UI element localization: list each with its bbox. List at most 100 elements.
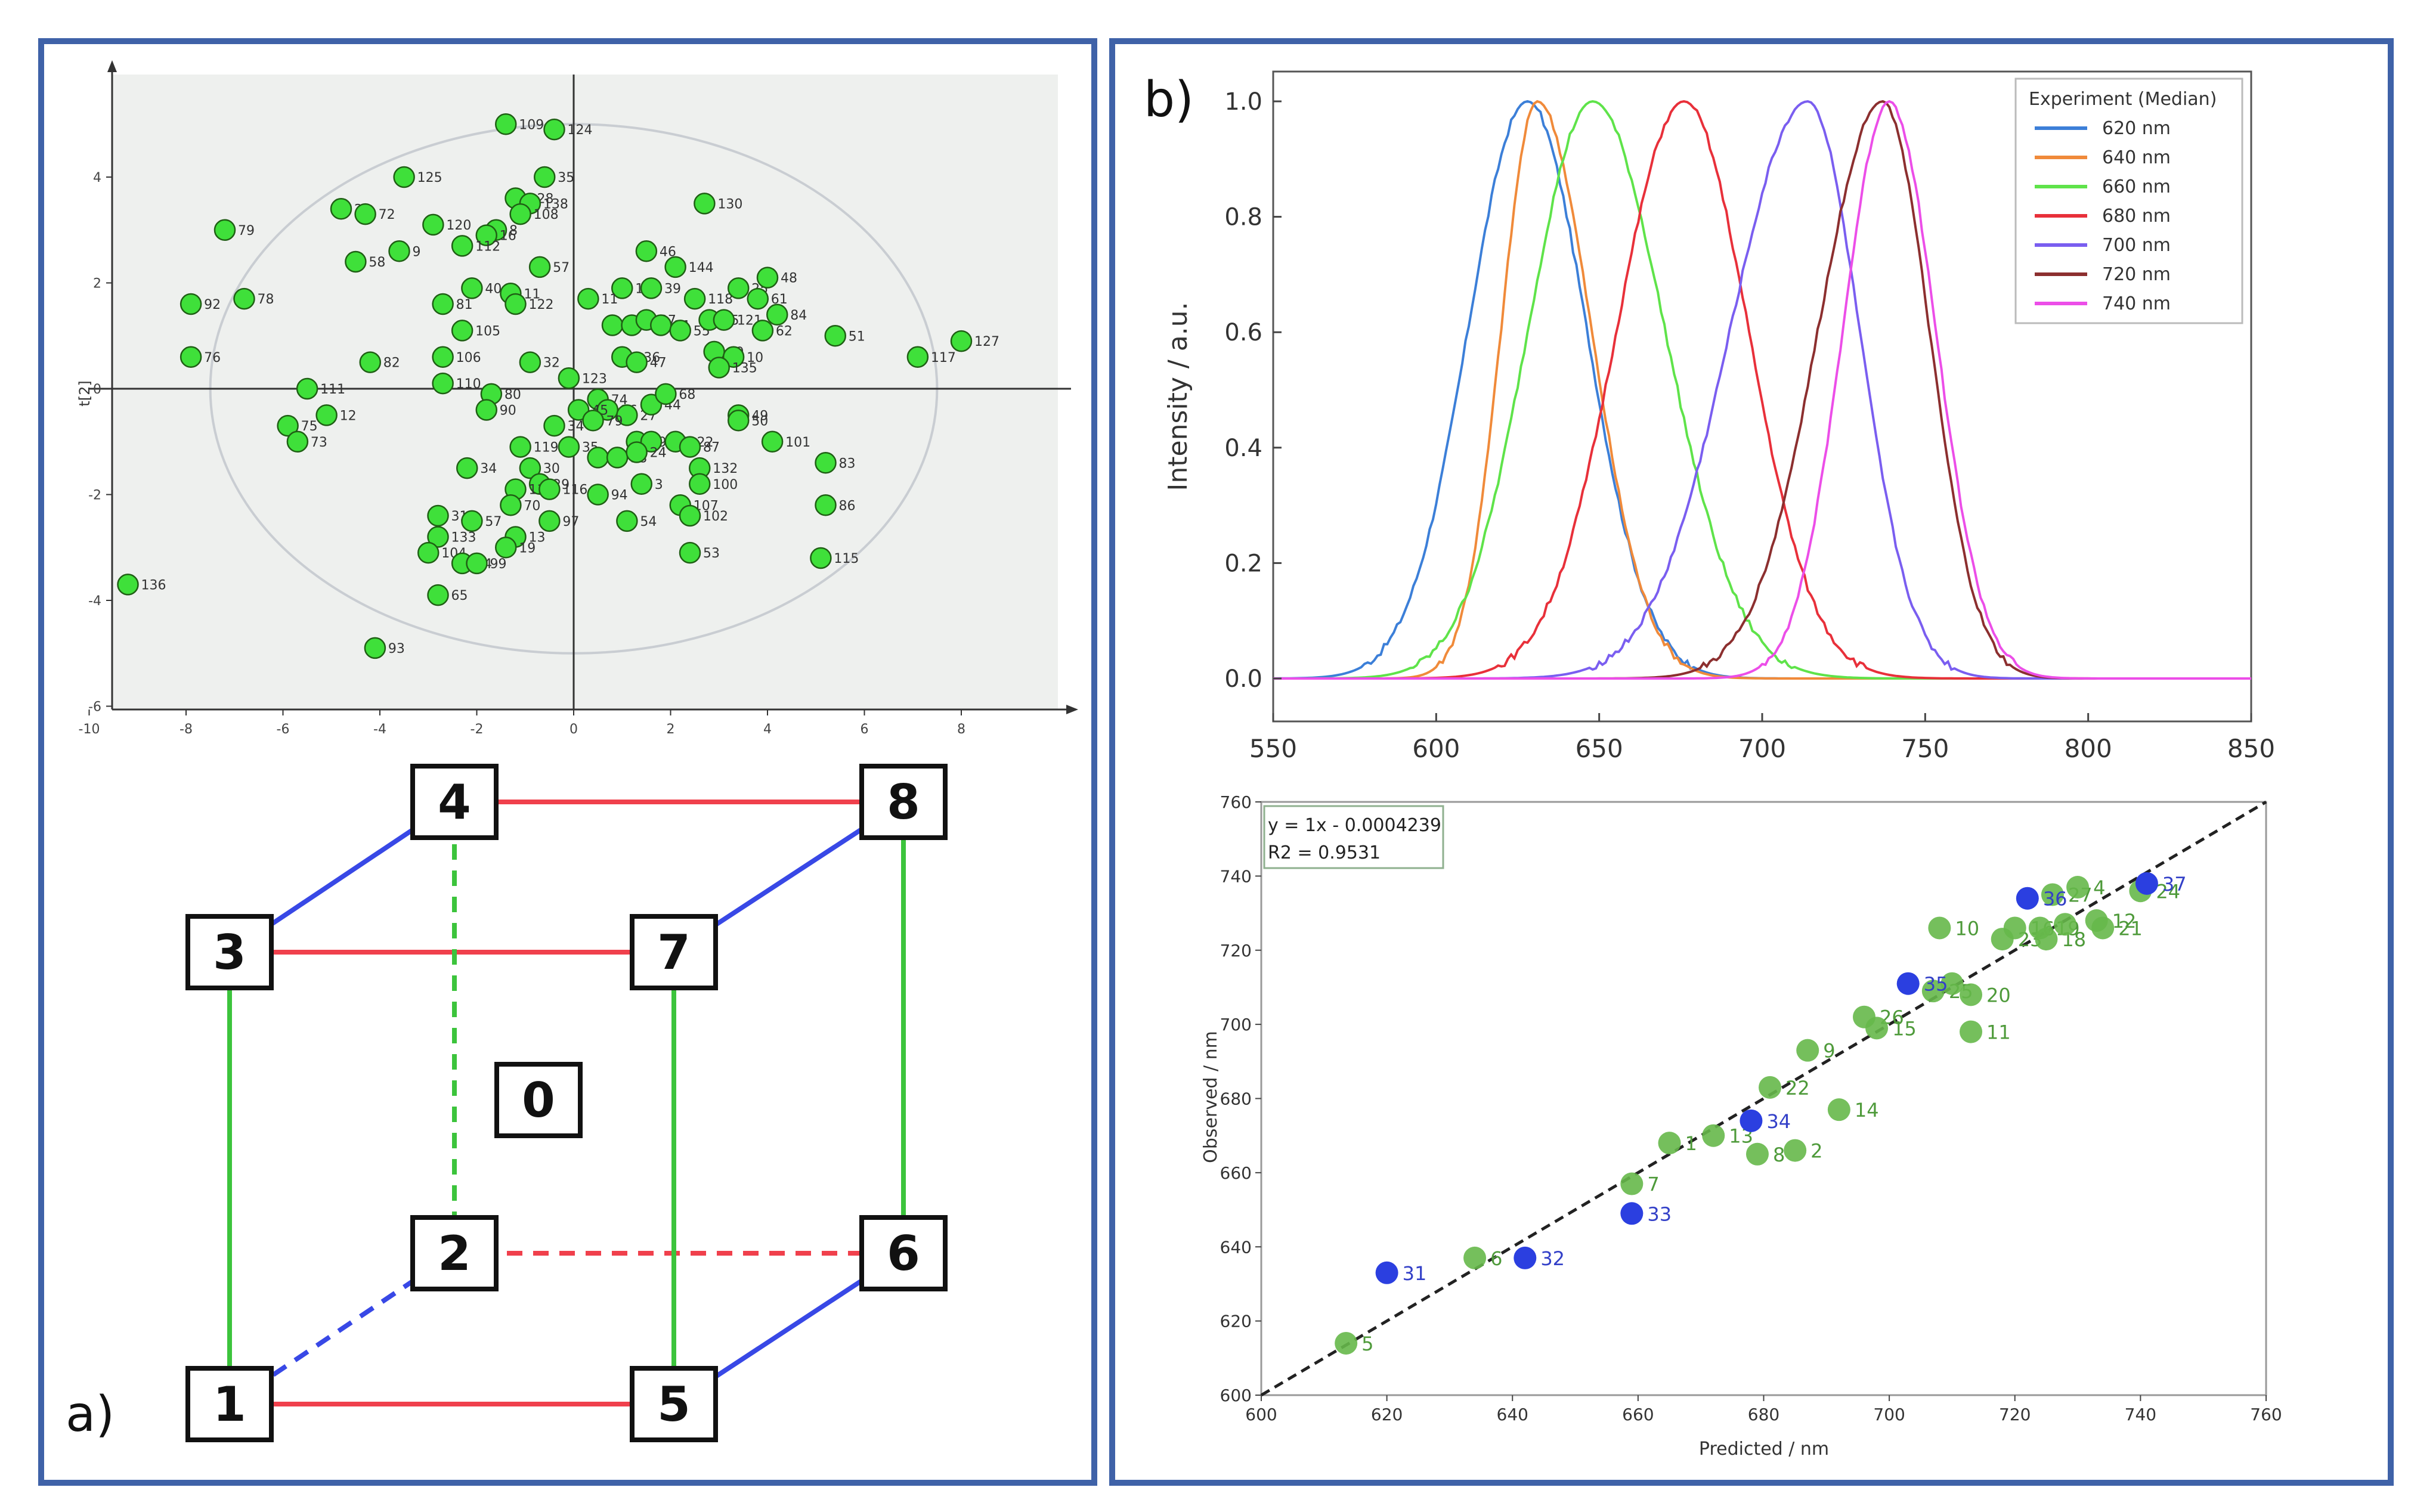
legend-label: 660 nm xyxy=(2102,176,2171,197)
parity-x-label: Predicted / nm xyxy=(1699,1439,1829,1460)
parity-x-tick-label: 600 xyxy=(1245,1405,1277,1424)
score-point: 51 xyxy=(824,325,865,347)
score-point-label: 8 xyxy=(509,224,518,238)
score-point-label: 127 xyxy=(974,334,999,349)
score-point: 62 xyxy=(751,320,793,342)
score-point-label: 133 xyxy=(451,531,476,546)
score-point-label: 50 xyxy=(751,414,768,429)
score-marker xyxy=(475,224,497,246)
spectra-x-tick-label: 800 xyxy=(2065,734,2112,763)
score-point-label: 54 xyxy=(640,515,657,529)
parity-point-label: 24 xyxy=(2156,880,2180,903)
cube-node-label: 8 xyxy=(887,774,920,830)
score-marker xyxy=(664,256,686,278)
score-marker xyxy=(345,250,367,273)
score-x-tick-label: 6 xyxy=(861,722,869,737)
legend-entry: 680 nm xyxy=(2035,206,2171,227)
score-marker xyxy=(640,394,663,416)
parity-point-label: 31 xyxy=(1403,1262,1427,1285)
score-point-label: 65 xyxy=(451,588,468,603)
parity-x-tick-label: 700 xyxy=(1873,1405,1905,1424)
parity-point-test: 37 xyxy=(2135,872,2187,896)
score-marker xyxy=(635,240,658,262)
score-point-label: 92 xyxy=(204,298,221,312)
parity-point-label: 1 xyxy=(1685,1132,1697,1155)
score-point-label: 73 xyxy=(311,435,327,450)
score-point: 81 xyxy=(432,293,473,315)
score-marker xyxy=(587,447,609,469)
score-point-label: 108 xyxy=(534,207,559,222)
score-marker xyxy=(179,293,202,315)
parity-point-label: 2 xyxy=(1810,1140,1822,1163)
score-point-label: 101 xyxy=(785,435,810,450)
score-marker xyxy=(606,447,629,469)
score-point-label: 79 xyxy=(606,414,623,429)
parity-y-tick-label: 760 xyxy=(1220,792,1252,812)
score-point: 112 xyxy=(451,235,500,257)
score-point: 86 xyxy=(815,494,856,516)
score-marker xyxy=(815,452,837,474)
score-point-label: 112 xyxy=(475,239,500,254)
score-point-label: 58 xyxy=(369,255,385,270)
cube-node-box xyxy=(859,1215,948,1291)
parity-point-train: 6 xyxy=(1463,1246,1502,1270)
score-marker xyxy=(475,399,497,421)
score-marker xyxy=(534,166,556,188)
score-x-tick-label: 2 xyxy=(667,722,675,737)
score-point: 35 xyxy=(534,166,574,188)
parity-marker xyxy=(2041,883,2064,906)
parity-point-train: 20 xyxy=(1960,983,2011,1006)
score-marker xyxy=(519,457,541,479)
score-point-label: 97 xyxy=(562,515,579,529)
score-point: 121 xyxy=(713,309,762,331)
parity-point-label: 11 xyxy=(1986,1021,2011,1044)
score-point-label: 48 xyxy=(781,271,797,286)
score-point: 87 xyxy=(679,436,720,458)
spectra-y-tick-label: 0.8 xyxy=(1224,204,1262,231)
parity-point-label: 36 xyxy=(2043,888,2068,910)
score-point: 132 xyxy=(689,457,738,479)
score-point-label: 117 xyxy=(931,351,956,365)
score-point: 75 xyxy=(277,414,318,437)
score-marker xyxy=(495,113,517,135)
parity-point-train xyxy=(2054,913,2076,936)
parity-marker xyxy=(2135,872,2158,895)
score-marker xyxy=(626,441,648,463)
score-point-label: 138 xyxy=(543,197,568,212)
cube-node-label: 7 xyxy=(657,925,691,980)
parity-marker xyxy=(2066,876,2090,899)
parity-x-tick-label: 740 xyxy=(2125,1405,2156,1424)
score-point-label: 118 xyxy=(708,292,733,307)
parity-point-train: 1 xyxy=(1658,1132,1697,1155)
parity-y-tick-label: 600 xyxy=(1220,1386,1252,1405)
parity-point-label: 10 xyxy=(1955,917,1979,940)
score-marker xyxy=(393,166,415,188)
cube-node-label: 1 xyxy=(213,1377,246,1432)
score-point: 61 xyxy=(747,287,788,310)
parity-point-label: 35 xyxy=(1924,973,1948,996)
score-marker xyxy=(950,330,973,352)
parity-point-label: 32 xyxy=(1540,1247,1565,1270)
score-x-tick-label: -6 xyxy=(277,722,290,737)
panel-label-a: a) xyxy=(66,1386,114,1443)
score-x-tick-label: -8 xyxy=(179,722,193,737)
score-marker xyxy=(538,478,561,500)
fit-r2: R2 = 0.9531 xyxy=(1268,842,1381,863)
score-marker xyxy=(587,484,609,506)
parity-point-label: 7 xyxy=(1647,1173,1659,1196)
score-point: 110 xyxy=(432,372,481,395)
score-marker xyxy=(500,494,522,516)
cube-node-4: 4 xyxy=(410,764,499,840)
cube-node-2: 2 xyxy=(410,1215,499,1291)
score-marker xyxy=(906,346,929,368)
score-point: 70 xyxy=(500,494,540,516)
score-marker xyxy=(611,277,633,299)
score-y-tick-label: -2 xyxy=(88,488,101,503)
score-marker xyxy=(213,219,236,241)
score-point: 24 xyxy=(626,441,667,463)
score-point: 115 xyxy=(810,547,859,569)
cube-node-label: 2 xyxy=(438,1226,471,1281)
score-marker xyxy=(330,198,352,220)
score-y-tick-label: 4 xyxy=(93,171,101,185)
score-point: 136 xyxy=(117,574,166,596)
